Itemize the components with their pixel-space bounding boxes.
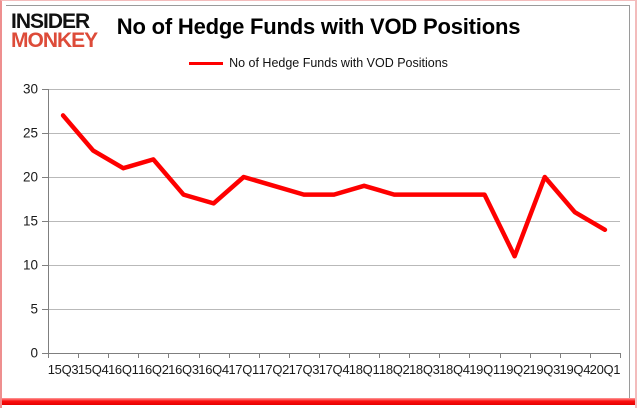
legend-line-swatch <box>189 61 224 65</box>
series-line <box>60 113 608 259</box>
x-tick-label: 16Q3 <box>168 362 199 377</box>
x-tick-label: 17Q3 <box>289 362 320 377</box>
x-tick-label: 20Q1 <box>590 362 621 377</box>
y-tick-label: 25 <box>23 126 38 141</box>
y-tick-label: 0 <box>30 346 38 361</box>
x-tick-label: 16Q2 <box>138 362 169 377</box>
x-tick-label: 19Q3 <box>529 362 560 377</box>
bottom-red-bar <box>2 398 635 405</box>
x-tick-label: 15Q3 <box>48 362 79 377</box>
x-tick-label: 16Q4 <box>198 362 229 377</box>
logo-text-insider: INSIDER <box>11 10 90 33</box>
y-tick-label: 5 <box>30 302 38 317</box>
x-tick-label: 17Q1 <box>228 362 259 377</box>
x-tick-label: 15Q4 <box>78 362 109 377</box>
y-tick-label: 10 <box>23 258 38 273</box>
y-tick-label: 20 <box>23 170 38 185</box>
y-tick-label: 15 <box>23 214 38 229</box>
x-tick-label: 19Q4 <box>560 362 591 377</box>
legend-label: No of Hedge Funds with VOD Positions <box>229 56 448 70</box>
x-tick-label: 16Q1 <box>108 362 139 377</box>
logo-text-monkey: MONKEY <box>11 29 98 53</box>
chart-title: No of Hedge Funds with VOD Positions <box>116 14 521 39</box>
y-tick-label: 30 <box>23 82 38 97</box>
x-tick-label: 19Q1 <box>469 362 500 377</box>
x-tick-label: 18Q1 <box>349 362 380 377</box>
legend: No of Hedge Funds with VOD Positions <box>2 56 635 70</box>
insider-monkey-logo: INSIDER MONKEY <box>11 10 98 53</box>
x-tick-label: 17Q4 <box>319 362 350 377</box>
x-tick-label: 19Q2 <box>499 362 530 377</box>
x-tick-label: 17Q2 <box>258 362 289 377</box>
x-tick-label: 18Q3 <box>409 362 440 377</box>
x-tick-label: 18Q2 <box>379 362 410 377</box>
x-tick-label: 18Q4 <box>439 362 470 377</box>
